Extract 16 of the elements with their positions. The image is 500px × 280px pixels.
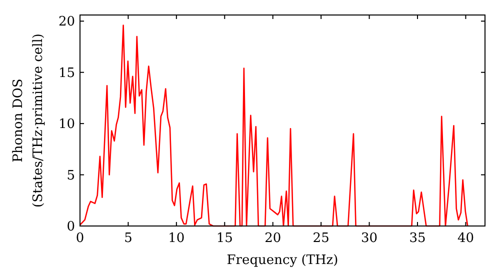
y-tick-label: 5 [66, 168, 75, 184]
x-axis-title: Frequency (THz) [226, 253, 338, 268]
y-tick-label: 0 [66, 220, 75, 235]
x-tick-label: 5 [124, 231, 132, 246]
x-tick-label: 20 [264, 231, 282, 246]
x-tick-label: 25 [312, 231, 330, 246]
line-series [79, 24, 468, 227]
x-tick-label: 35 [409, 231, 426, 246]
y-tick-label: 15 [58, 66, 75, 81]
x-tick-label: 40 [457, 231, 474, 246]
x-tick-label: 10 [168, 231, 185, 246]
y-axis-title: Phonon DOS (States/THz·primitive cell) [11, 33, 46, 208]
y-tick-label: 20 [58, 14, 75, 30]
x-tick-label: 30 [361, 231, 378, 246]
x-tick-label: 15 [216, 231, 233, 246]
y-tick-label: 10 [58, 117, 75, 132]
